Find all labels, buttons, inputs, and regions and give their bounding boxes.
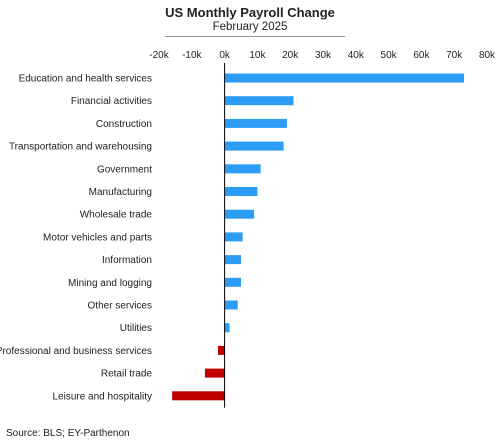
category-label: Utilities — [120, 323, 152, 334]
bar — [224, 73, 465, 83]
x-tick-label: 50k — [381, 50, 398, 61]
chart-subtitle: February 2025 — [212, 21, 288, 33]
x-tick-label: 20k — [282, 50, 299, 61]
bar — [224, 96, 294, 106]
title-divider — [165, 36, 345, 37]
category-label: Transportation and warehousing — [9, 142, 152, 153]
x-tick-label: 40k — [348, 50, 365, 61]
category-label: Retail trade — [101, 369, 153, 380]
bar — [224, 209, 255, 219]
bar — [224, 141, 284, 151]
bar — [224, 277, 241, 287]
x-tick-label: 10k — [249, 50, 266, 61]
chart-title: US Monthly Payroll Change — [165, 5, 335, 20]
x-tick-label: 60k — [413, 50, 430, 61]
x-tick-label: 80k — [479, 50, 496, 61]
category-label: Construction — [96, 119, 152, 130]
category-label: Mining and logging — [68, 278, 152, 289]
bar — [224, 232, 243, 242]
category-label: Leisure and hospitality — [52, 391, 152, 402]
x-tick-label: 0k — [219, 50, 231, 61]
category-label: Government — [97, 164, 152, 175]
source-note: Source: BLS; EY-Parthenon — [6, 428, 130, 439]
x-tick-label: 70k — [446, 50, 463, 61]
category-label: Wholesale trade — [80, 210, 153, 221]
bar — [224, 118, 287, 128]
category-label: Financial activities — [71, 96, 152, 107]
category-label: Information — [102, 255, 152, 266]
bar — [224, 255, 241, 265]
bar — [204, 368, 225, 378]
bar — [224, 164, 261, 174]
bar — [224, 187, 258, 196]
x-tick-label: -10k — [182, 50, 202, 61]
category-label: Manufacturing — [89, 187, 152, 198]
category-label: Other services — [88, 301, 152, 312]
bar — [218, 345, 225, 355]
x-tick-label: -20k — [149, 50, 169, 61]
category-label: Motor vehicles and parts — [43, 232, 152, 243]
category-label: Education and health services — [19, 74, 152, 85]
category-label: Professional and business services — [0, 346, 152, 357]
bar — [224, 300, 238, 310]
bar — [224, 323, 230, 333]
bar — [172, 391, 225, 401]
x-tick-label: 30k — [315, 50, 332, 61]
